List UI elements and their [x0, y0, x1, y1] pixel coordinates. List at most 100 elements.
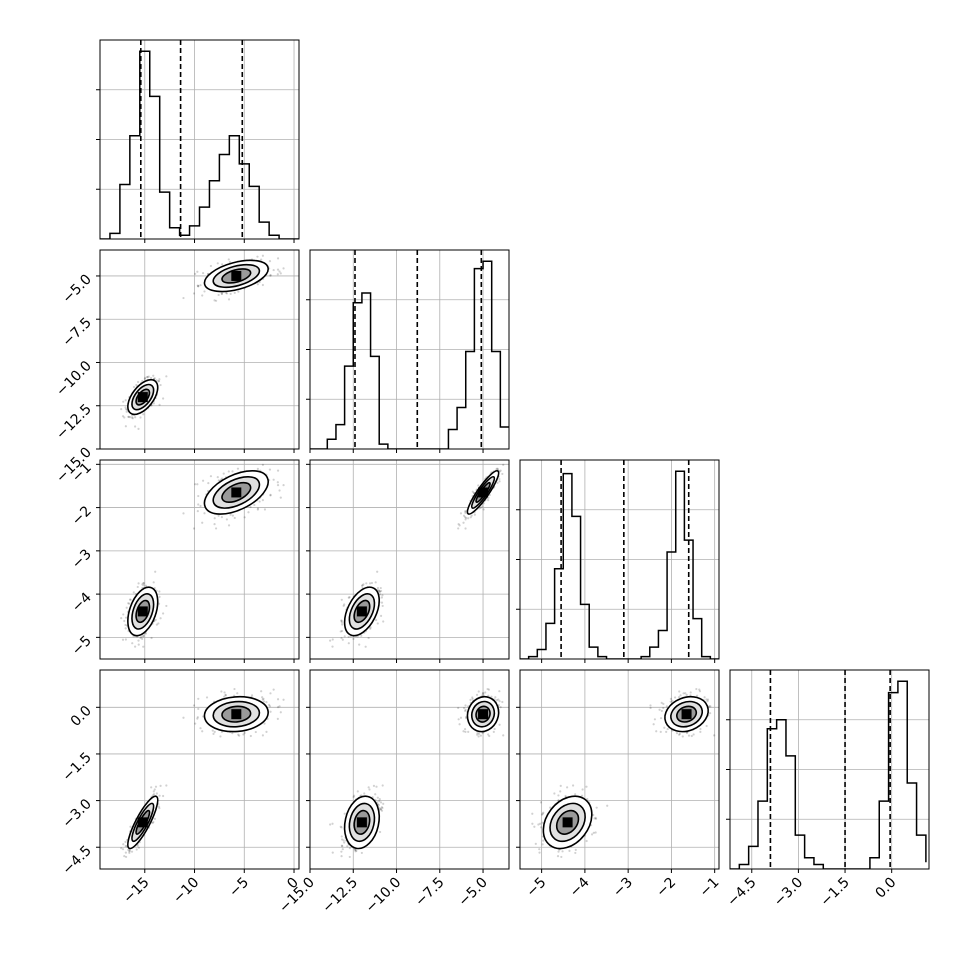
scatter-point [279, 711, 282, 714]
scatter-point [196, 284, 199, 287]
scatter-point [464, 709, 467, 713]
scatter-point [458, 524, 461, 527]
scatter-point [120, 847, 123, 850]
scatter-point [496, 467, 499, 470]
density-peak [137, 392, 148, 403]
scatter-point [203, 290, 206, 293]
scatter-point [159, 617, 162, 620]
scatter-point [358, 643, 361, 646]
panel-plot-area [310, 460, 509, 659]
scatter-point [594, 817, 598, 820]
contour-line [131, 593, 155, 630]
scatter-point [276, 469, 280, 472]
scatter-point [128, 598, 132, 601]
scatter-point [154, 618, 157, 621]
scatter-point [233, 687, 236, 691]
scatter-point [499, 706, 502, 709]
scatter-point [356, 790, 359, 793]
scatter-point [593, 817, 596, 820]
scatter-point [260, 258, 263, 261]
contour-line [127, 795, 159, 850]
scatter-point [538, 848, 541, 851]
scatter-point [347, 596, 350, 599]
scatter-point [253, 503, 256, 507]
scatter-point [378, 590, 381, 593]
scatter-point [151, 821, 154, 825]
contour-line [221, 481, 252, 503]
scatter-point [580, 794, 584, 797]
scatter-point [343, 812, 346, 815]
scatter-point [153, 788, 156, 791]
scatter-point [585, 785, 588, 788]
scatter-point [346, 845, 349, 848]
scatter-point [537, 823, 540, 826]
scatter-point [276, 706, 280, 709]
scatter-point [541, 821, 544, 824]
scatter-point [470, 514, 473, 517]
scatter-point [158, 807, 161, 810]
contour-line [348, 593, 376, 630]
scatter-point [376, 570, 379, 573]
scatter-point [471, 490, 474, 493]
scatter-point [127, 415, 130, 418]
scatter-point [692, 733, 695, 736]
scatter-point [217, 293, 220, 297]
scatter-point [194, 272, 197, 276]
scatter-point [364, 645, 367, 648]
x-tick-label: −15.0 [276, 875, 318, 917]
scatter-point [369, 626, 372, 629]
scatter-point [265, 730, 268, 733]
scatter-point [462, 706, 466, 710]
scatter-point [549, 806, 552, 809]
scatter-point [352, 637, 355, 640]
scatter-point [540, 813, 544, 816]
scatter-point [586, 798, 589, 801]
scatter-point [152, 402, 155, 405]
scatter-point [121, 415, 125, 418]
scatter-point [464, 516, 467, 519]
scatter-point [465, 516, 468, 520]
scatter-point [137, 846, 141, 849]
scatter-point [682, 692, 685, 695]
scatter-point [381, 604, 384, 608]
scatter-point [142, 584, 145, 587]
scatter-point [341, 845, 344, 848]
scatter-point [128, 850, 131, 853]
scatter-point [534, 842, 537, 845]
scatter-point [462, 730, 465, 733]
scatter-point [123, 854, 126, 858]
scatter-point [487, 694, 490, 697]
scatter-point [132, 591, 135, 594]
scatter-point [533, 825, 536, 828]
scatter-point [378, 590, 381, 593]
scatter-point [553, 792, 556, 795]
scatter-point [464, 527, 467, 530]
scatter-point [154, 570, 157, 573]
scatter-point [158, 403, 161, 406]
scatter-point [342, 604, 345, 607]
scatter-point [492, 730, 495, 733]
scatter-point [340, 854, 343, 858]
y-tick-label: −5 [69, 633, 95, 659]
scatter-point [192, 704, 196, 707]
scatter-point [201, 294, 204, 297]
scatter-point [231, 732, 234, 735]
scatter-point [331, 638, 334, 641]
scatter-point [498, 700, 501, 703]
scatter-point [464, 511, 467, 514]
contour-line [212, 263, 261, 289]
scatter-point [122, 400, 125, 403]
scatter-point [261, 463, 264, 466]
density-peak [137, 817, 148, 828]
scatter-point [343, 635, 346, 638]
scatter-point [162, 794, 165, 798]
scatter-point [347, 642, 350, 645]
scatter-point [380, 596, 383, 599]
scatter-point [124, 406, 127, 409]
scatter-point [381, 784, 384, 787]
scatter-point [376, 586, 380, 590]
scatter-point [125, 606, 128, 609]
scatter-point [124, 408, 128, 411]
contour-line [466, 695, 500, 733]
scatter-point [377, 589, 380, 592]
